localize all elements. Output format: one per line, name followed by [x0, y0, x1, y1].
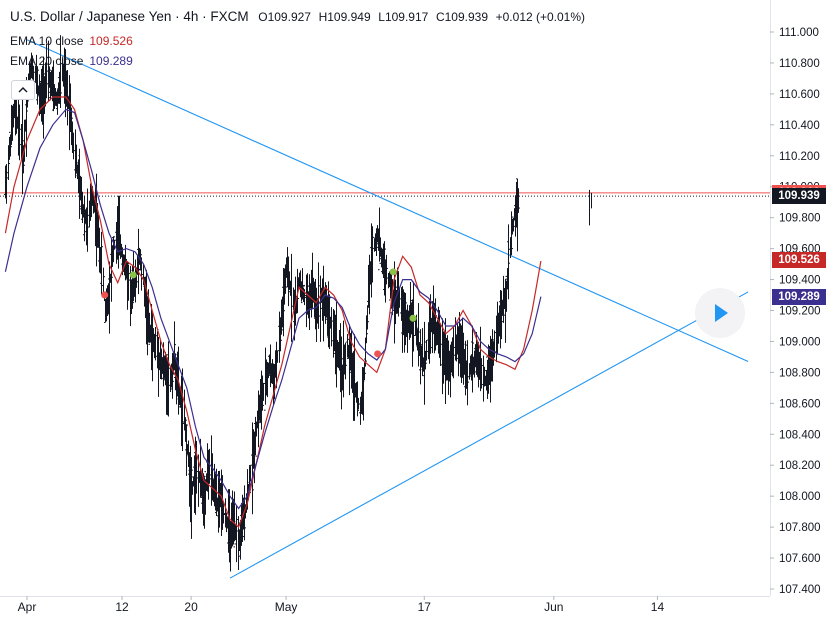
y-tick-label: 109.000	[779, 336, 821, 348]
y-tick-label: 110.400	[779, 120, 820, 132]
close-value: C109.939	[435, 10, 488, 24]
change-value: +0.012 (+0.01%)	[495, 10, 586, 24]
signal-dot	[389, 268, 397, 276]
signal-dots	[101, 268, 417, 358]
lower-trendline	[229, 291, 749, 579]
signal-dot	[129, 271, 137, 279]
price-badge: 109.289	[772, 288, 826, 305]
y-tick-label: 108.400	[779, 429, 821, 441]
signal-dot	[409, 314, 417, 322]
x-tick-label: May	[275, 600, 298, 614]
y-tick-label: 107.400	[779, 584, 821, 596]
x-tick-label: 20	[184, 600, 198, 614]
y-tick-label: 108.000	[779, 491, 821, 503]
ohlc-bars	[4, 35, 592, 572]
y-tick-label: 108.800	[779, 367, 821, 379]
play-icon	[715, 304, 728, 322]
y-tick-label: 110.200	[779, 151, 820, 163]
signal-dot	[101, 291, 109, 299]
y-tick-label: 107.600	[779, 553, 821, 565]
legend-collapse-button[interactable]	[11, 80, 35, 100]
chevron-up-icon	[18, 87, 28, 93]
ema-series	[4, 96, 542, 529]
y-tick-label: 109.400	[779, 275, 821, 287]
replay-play-button[interactable]	[695, 288, 745, 338]
ema20-legend[interactable]: EMA 20 close 109.289	[10, 52, 585, 70]
open-value: O109.927	[258, 10, 311, 24]
y-tick-label: 111.000	[779, 27, 819, 39]
x-tick-label: Apr	[18, 600, 37, 614]
high-value: H109.949	[318, 10, 371, 24]
symbol-title[interactable]: U.S. Dollar / Japanese Yen · 4h · FXCM	[10, 9, 249, 24]
chart-lines	[0, 39, 770, 579]
ema-10-close-line	[4, 96, 542, 529]
time-axis[interactable]: Apr 12 20 May 17 Jun 14	[18, 596, 665, 614]
ema10-label: EMA 10 close	[10, 34, 84, 48]
y-tick-label: 109.800	[779, 213, 821, 225]
y-tick-label: 110.600	[779, 89, 820, 101]
y-tick-label: 108.200	[779, 460, 821, 472]
ema20-value: 109.289	[89, 54, 133, 68]
chart-legend: U.S. Dollar / Japanese Yen · 4h · FXCM O…	[10, 8, 585, 70]
price-badge: 109.526	[772, 252, 826, 269]
y-tick-label: 108.600	[779, 398, 821, 410]
ema10-value: 109.526	[89, 34, 133, 48]
price-axis[interactable]: 111.000110.800110.600110.400110.200110.0…	[770, 27, 821, 596]
ema10-legend[interactable]: EMA 10 close 109.526	[10, 32, 585, 50]
ema20-label: EMA 20 close	[10, 54, 84, 68]
x-tick-label: 14	[651, 600, 665, 614]
symbol-row: U.S. Dollar / Japanese Yen · 4h · FXCM O…	[10, 8, 585, 26]
x-tick-label: 12	[115, 600, 129, 614]
y-tick-label: 107.800	[779, 522, 821, 534]
signal-dot	[374, 350, 382, 358]
low-value: L109.917	[378, 10, 429, 24]
price-badge: 109.939	[772, 188, 826, 205]
x-tick-label: 17	[418, 600, 432, 614]
x-tick-label: Jun	[544, 600, 563, 614]
y-tick-label: 110.800	[779, 58, 820, 70]
y-tick-label: 109.200	[779, 306, 821, 318]
upper-trendline	[26, 39, 749, 363]
ema-20-close-line	[4, 108, 542, 510]
